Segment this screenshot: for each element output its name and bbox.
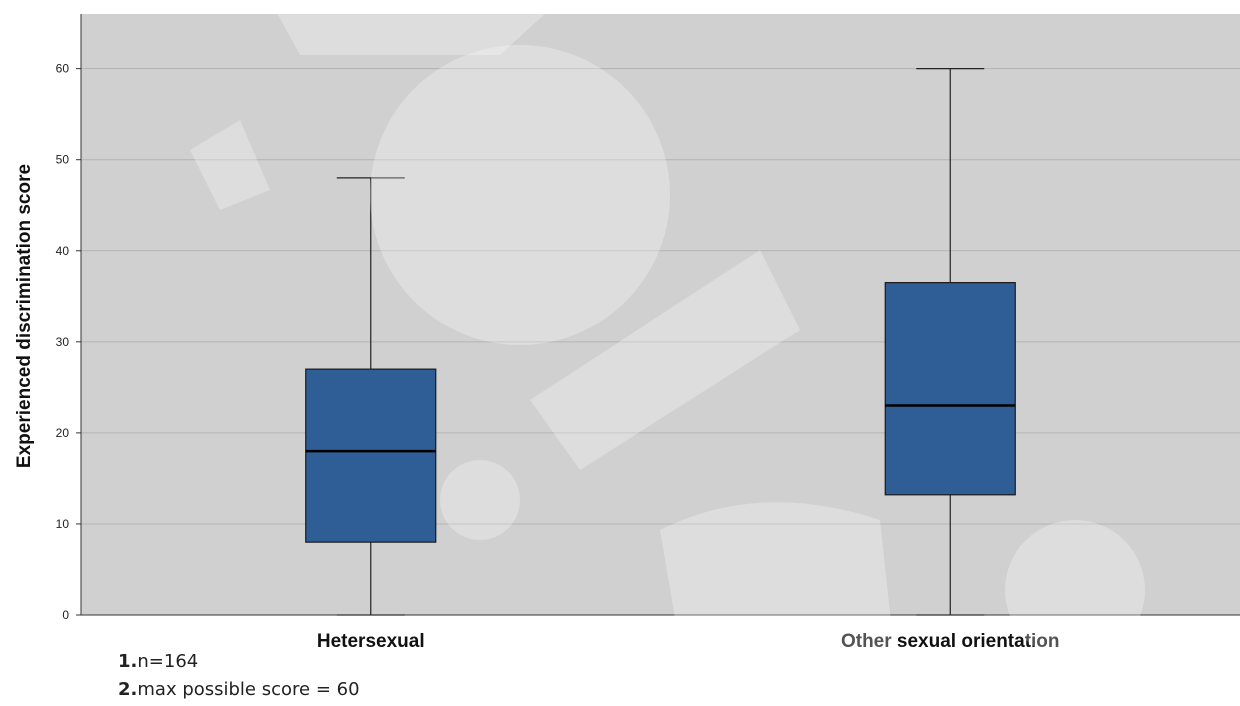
y-tick-label: 0 (62, 608, 69, 622)
iqr-box (884, 282, 1016, 496)
footnote-1: 1.n=164 (118, 651, 199, 672)
y-tick-label: 60 (56, 62, 70, 76)
category-labels: Hetersexual Other sexual orientation (317, 631, 1060, 652)
box-1 (305, 177, 437, 616)
iqr-box (305, 368, 437, 543)
boxes (305, 68, 1016, 616)
y-tick-labels: 0 10 20 30 40 50 60 (56, 62, 81, 622)
y-tick-label: 10 (56, 517, 70, 531)
footnotes: 1.n=164 2.max possible score = 60 (118, 648, 360, 704)
y-tick-label: 50 (56, 153, 70, 167)
footnote-2: 2.max possible score = 60 (118, 679, 360, 700)
y-tick-label: 30 (56, 335, 70, 349)
y-tick-label: 20 (56, 426, 70, 440)
plot-area (81, 14, 1240, 615)
category-label: Hetersexual (317, 631, 425, 652)
y-tick-label: 40 (56, 244, 70, 258)
box-2 (884, 68, 1016, 616)
gridlines (81, 68, 1240, 525)
category-label: Other sexual orientation (841, 631, 1060, 652)
y-axis-title: Experienced discrimination score (14, 164, 35, 468)
